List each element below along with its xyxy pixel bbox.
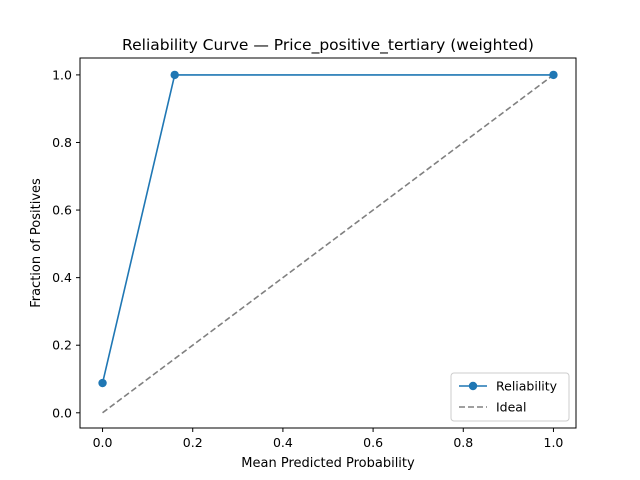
y-axis-label: Fraction of Positives [29,178,44,308]
x-tick-label: 0.6 [363,435,383,450]
x-tick-label: 0.2 [183,435,203,450]
y-tick-label: 0.2 [52,338,72,353]
reliability-point [170,70,179,80]
reliability-point [549,70,558,80]
plot-area [98,70,558,414]
y-tick-label: 0.0 [52,405,72,420]
legend-box [450,372,570,422]
legend-label-reliability: Reliability [496,379,558,394]
y-tick-label: 0.6 [52,203,72,218]
axis-ticks: 0.0 0.2 0.4 0.6 0.8 1.0 0.0 0.2 0.4 0.6 0.8 1.0 [52,67,563,450]
legend: Reliability Ideal [450,372,570,422]
x-tick-label: 0.0 [93,435,113,450]
y-tick-label: 1.0 [52,67,72,82]
legend-label-ideal: Ideal [496,400,526,415]
plot-frame [79,57,577,429]
legend-marker-reliability [468,381,478,391]
y-tick-label: 0.8 [52,135,72,150]
chart-title: Reliability Curve — Price_positive_terti… [122,36,534,55]
x-tick-label: 0.4 [273,435,293,450]
reliability-point [98,378,107,388]
x-axis-label: Mean Predicted Probability [241,456,415,471]
y-tick-label: 0.4 [52,270,72,285]
x-tick-label: 0.8 [453,435,473,450]
ideal-series-line [102,74,554,414]
x-tick-label: 1.0 [544,435,564,450]
